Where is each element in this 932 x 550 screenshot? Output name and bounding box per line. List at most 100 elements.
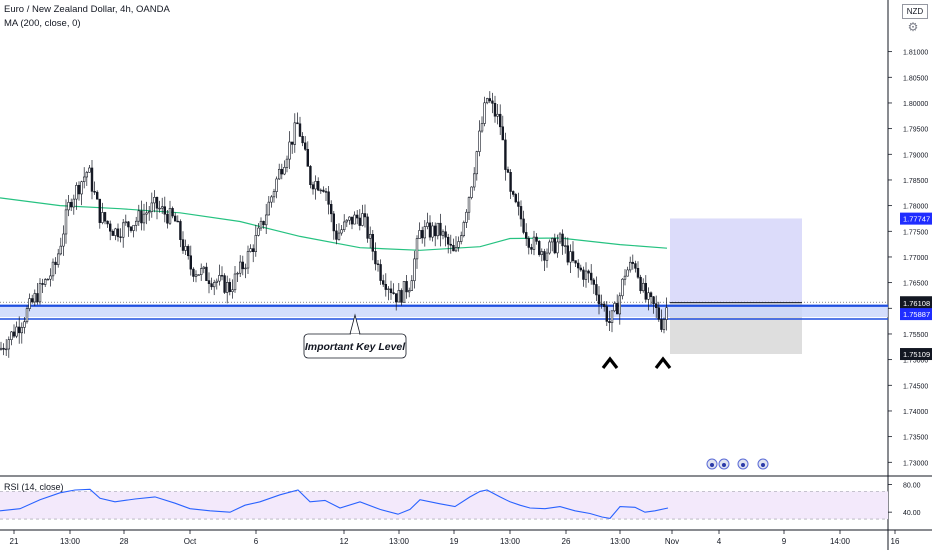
candle-body <box>5 348 8 351</box>
candle <box>25 305 29 324</box>
candle <box>241 255 244 276</box>
event-icons[interactable] <box>706 458 769 470</box>
candle <box>410 275 413 291</box>
candle <box>644 275 648 303</box>
price-tag-label: 1.75887 <box>903 310 930 319</box>
candle-body <box>368 234 372 239</box>
time-tick-label: 28 <box>120 537 129 546</box>
candle <box>168 200 172 225</box>
candle <box>574 260 577 267</box>
candle-body <box>106 220 109 225</box>
candle <box>558 232 562 245</box>
candle-body <box>223 275 226 293</box>
candle-body <box>337 232 341 240</box>
candle-body <box>561 233 564 247</box>
candle-body <box>384 283 387 290</box>
price-tag: 1.77747 <box>900 212 932 225</box>
candle-body <box>402 281 406 303</box>
key-level-callout[interactable]: Important Key Level <box>303 313 407 359</box>
candle-body <box>277 168 281 180</box>
candle-body <box>20 327 23 334</box>
ma-indicator-label[interactable]: MA (200, close, 0) <box>4 18 81 29</box>
price-axis[interactable]: 1.81000 1.80500 1.80000 1.79500 1.79000 1.785… <box>888 50 928 468</box>
candle <box>96 190 99 200</box>
candle-body <box>366 216 369 239</box>
candle-body <box>641 282 645 292</box>
event-icon[interactable] <box>718 458 730 470</box>
candle <box>426 212 429 230</box>
candle-body <box>566 245 570 263</box>
event-icon[interactable] <box>706 458 718 470</box>
candle <box>641 278 645 293</box>
time-axis[interactable]: 21 13:00 28 Oct 6 12 13:00 19 13:00 26 13:00 Nov 4 9 1… <box>10 530 900 546</box>
candle <box>654 295 658 319</box>
candle <box>0 341 3 351</box>
candle <box>239 255 242 277</box>
candle <box>36 283 39 305</box>
symbol-title[interactable]: Euro / New Zealand Dollar, 4h, OANDA <box>4 4 170 15</box>
candle-body <box>485 98 489 104</box>
candle <box>600 294 603 309</box>
candle-body <box>30 298 34 303</box>
candle <box>197 274 200 276</box>
candle-body <box>158 207 161 210</box>
candle-body <box>480 123 484 132</box>
candle-body <box>509 172 512 192</box>
candle-body <box>621 278 624 297</box>
candle <box>10 331 13 346</box>
candle <box>163 196 166 223</box>
candle-body <box>436 222 439 237</box>
candle <box>264 203 268 235</box>
candle-body <box>220 275 224 277</box>
candle-body <box>550 238 554 243</box>
candle-body <box>517 201 520 207</box>
candle <box>296 112 299 125</box>
candle-body <box>264 214 268 226</box>
candle-body <box>111 230 115 236</box>
candle <box>145 201 148 225</box>
candle <box>67 195 70 217</box>
key-level-band[interactable] <box>0 304 888 320</box>
candle <box>532 230 536 256</box>
candle <box>444 225 447 247</box>
candle-body <box>314 180 317 190</box>
event-icon[interactable] <box>737 458 749 470</box>
candle-body <box>444 231 447 238</box>
candle-body <box>12 331 16 337</box>
rsi-pane[interactable]: 80.00 40.00 <box>0 482 921 520</box>
candle <box>41 278 44 294</box>
candle-body <box>23 321 26 328</box>
candle-body <box>400 290 403 303</box>
candle-body <box>467 197 471 213</box>
candle-body <box>244 267 247 270</box>
candle-body <box>41 283 44 285</box>
candle <box>363 204 367 228</box>
candle <box>605 301 609 327</box>
candle-body <box>472 173 476 188</box>
candle-body <box>389 288 393 294</box>
candle <box>662 317 666 334</box>
candle-body <box>465 211 468 223</box>
candle-body <box>418 230 421 239</box>
candle-body <box>483 102 486 124</box>
candle <box>439 213 442 247</box>
candle-body <box>77 184 81 195</box>
time-tick-label: 6 <box>254 537 259 546</box>
gear-icon[interactable]: ⚙ <box>907 20 919 34</box>
candle-body <box>90 167 94 192</box>
candle <box>618 292 622 325</box>
candle <box>615 294 619 315</box>
candle <box>28 293 31 312</box>
price-tick-label: 1.74000 <box>903 409 928 416</box>
event-icon[interactable] <box>757 458 769 470</box>
candle <box>431 222 434 242</box>
currency-badge[interactable]: NZD <box>902 4 928 19</box>
candle-body <box>51 261 55 277</box>
rsi-indicator-label[interactable]: RSI (14, close) <box>4 482 64 492</box>
candle-body <box>205 266 208 281</box>
candle <box>358 209 361 231</box>
time-tick-label: 26 <box>562 537 571 546</box>
candle <box>54 257 57 275</box>
candle <box>306 141 309 167</box>
